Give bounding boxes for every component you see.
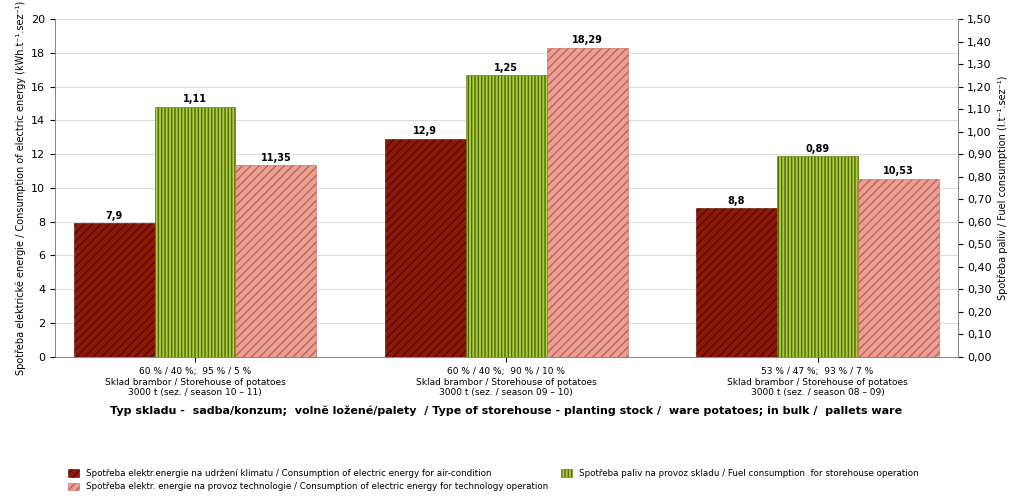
- Y-axis label: Spotřeba elektrické energie / Consumption of electric energy (kWh.t⁻¹.sez⁻¹): Spotřeba elektrické energie / Consumptio…: [15, 1, 26, 375]
- Text: 8,8: 8,8: [727, 195, 746, 205]
- X-axis label: Typ skladu -  sadba/konzum;  volně ložené/palety  / Type of storehouse - plantin: Typ skladu - sadba/konzum; volně ložené/…: [110, 405, 902, 416]
- Bar: [858, 179, 939, 357]
- Bar: [696, 208, 777, 357]
- Text: 7,9: 7,9: [105, 211, 123, 221]
- Bar: [546, 48, 628, 357]
- Bar: [154, 107, 235, 357]
- Text: 1,25: 1,25: [494, 63, 519, 73]
- Bar: [74, 223, 154, 357]
- Bar: [465, 75, 546, 357]
- Bar: [235, 165, 316, 357]
- Text: 1,11: 1,11: [183, 94, 207, 104]
- Bar: [777, 156, 858, 357]
- Text: 18,29: 18,29: [572, 36, 603, 46]
- Text: 12,9: 12,9: [413, 126, 437, 136]
- Text: 11,35: 11,35: [261, 153, 292, 162]
- Legend: Spotřeba elektr.energie na udržení klimatu / Consumption of electric energy for : Spotřeba elektr.energie na udržení klima…: [65, 466, 921, 494]
- Text: 0,89: 0,89: [805, 144, 830, 154]
- Y-axis label: Spotřeba paliv / Fuel consumption (l.t⁻¹.sez⁻¹): Spotřeba paliv / Fuel consumption (l.t⁻¹…: [997, 76, 1008, 300]
- Text: 10,53: 10,53: [883, 166, 914, 176]
- Bar: [385, 139, 465, 357]
